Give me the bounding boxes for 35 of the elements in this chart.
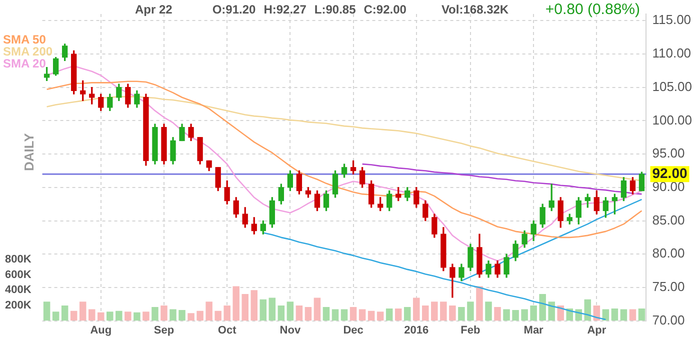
y2-tick-label: 400K [5, 284, 32, 296]
ref-line-label: 92.00 [652, 164, 688, 181]
y-tick-label: 90.00 [652, 178, 685, 194]
y-tick-label: 70.00 [652, 312, 685, 328]
series-label: SMA 20 [3, 56, 46, 70]
y2-tick-label: 200K [5, 299, 32, 312]
y2-tick-label: 800K [5, 253, 32, 266]
x-tick-label: 2016 [404, 324, 429, 336]
x-tick-label: Mar [524, 324, 544, 336]
annotation: C:92.00 [364, 2, 407, 16]
y-tick-label: 80.00 [652, 246, 685, 261]
x-tick-label: Feb [460, 324, 481, 336]
y-tick-label: 105.00 [652, 78, 692, 94]
x-tick-label: Aug [90, 324, 112, 336]
annotation: Vol:168.32K [441, 2, 509, 16]
text: SMA 200 [3, 44, 53, 58]
text: DAILY [22, 132, 37, 171]
y-tick-label: 75.00 [652, 279, 685, 294]
y-tick-label: 95.00 [652, 146, 685, 161]
x-tick-label: Oct [218, 324, 237, 336]
annotation: O:91.20 [212, 2, 256, 16]
x-tick-label: Apr [587, 324, 607, 336]
x-tick-label: Dec [343, 324, 364, 336]
y-tick-label: 85.00 [652, 212, 685, 228]
y-tick-label: 110.00 [652, 46, 692, 61]
annotation: H:92.27 [264, 2, 307, 16]
annotation: Apr 22 [135, 2, 173, 16]
text: SMA 50 [3, 32, 46, 46]
annotation: L:90.85 [314, 2, 356, 16]
annotation: +0.80 (0.88%) [545, 1, 640, 18]
y2-tick-label: 600K [5, 268, 32, 281]
y-tick-label: 115.00 [652, 12, 692, 28]
x-tick-label: Sep [154, 324, 174, 336]
x-tick-label: Nov [280, 324, 302, 336]
y-tick-label: 100.00 [652, 112, 692, 128]
